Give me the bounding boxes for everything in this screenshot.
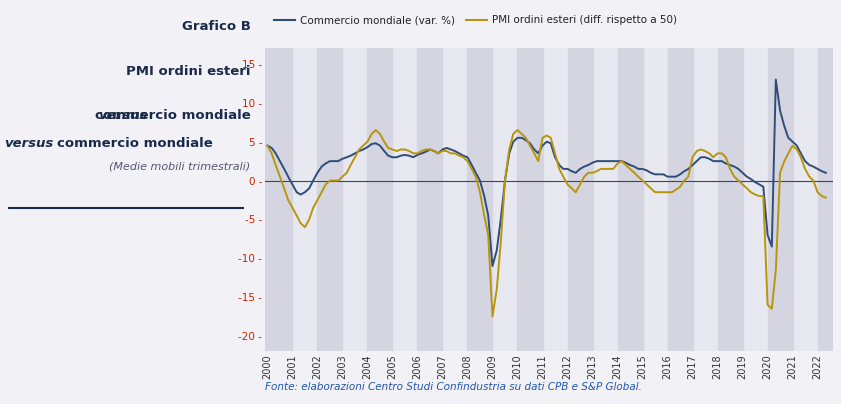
Text: versus: versus [4, 137, 54, 150]
Bar [668, 48, 692, 351]
Bar [817, 48, 833, 351]
Bar [768, 48, 792, 351]
Bar [517, 48, 542, 351]
Bar [317, 48, 342, 351]
Legend: Commercio mondiale (var. %), PMI ordini esteri (diff. rispetto a 50): Commercio mondiale (var. %), PMI ordini … [270, 11, 681, 29]
Bar [265, 48, 293, 351]
Text: commercio mondiale: commercio mondiale [95, 109, 251, 122]
Text: versus: versus [98, 109, 147, 122]
Text: Grafico B: Grafico B [182, 20, 251, 33]
Bar [368, 48, 393, 351]
Bar [717, 48, 743, 351]
Text: PMI ordini esteri: PMI ordini esteri [126, 65, 251, 78]
Bar [568, 48, 593, 351]
Text: (Medie mobili trimestrali): (Medie mobili trimestrali) [109, 162, 251, 172]
Bar [417, 48, 442, 351]
Text: Fonte: elaborazioni Centro Studi Confindustria su dati CPB e S&P Global.: Fonte: elaborazioni Centro Studi Confind… [265, 382, 642, 392]
Text: commercio mondiale: commercio mondiale [57, 137, 213, 150]
Bar [617, 48, 643, 351]
Bar [468, 48, 493, 351]
